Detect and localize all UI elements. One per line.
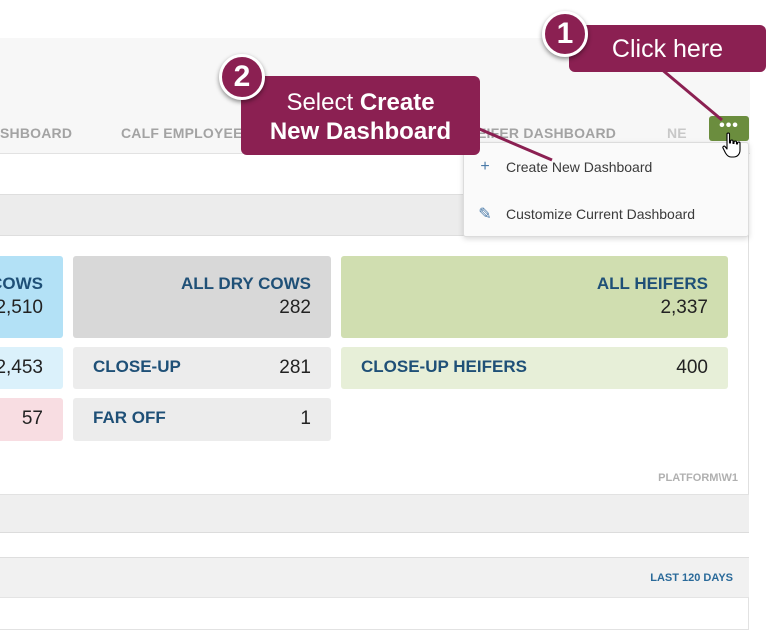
platform-label: PLATFORM\W1: [658, 472, 738, 484]
pencil-icon: ✎: [478, 206, 492, 223]
card-label: CLOSE-UP HEIFERS: [361, 357, 527, 376]
card-all-dry-cows[interactable]: ALL DRY COWS 282: [73, 256, 331, 338]
tab-dashboard[interactable]: SHBOARD: [0, 125, 73, 141]
callout-text: Click here: [611, 35, 724, 63]
callout-text: Select Create New Dashboard: [269, 89, 452, 145]
tab-heifer-dashboard[interactable]: EIFER DASHBOARD: [477, 125, 617, 141]
menu-item-label: Customize Current Dashboard: [506, 206, 696, 222]
hand-cursor-icon: [722, 132, 741, 158]
step-1-badge: 1: [542, 11, 588, 57]
tab-new[interactable]: NE: [667, 125, 687, 141]
menu-item-create-new-dashboard[interactable]: + Create New Dashboard: [478, 156, 652, 178]
card-value: 57: [21, 408, 43, 429]
plus-icon: +: [480, 158, 490, 175]
period-label[interactable]: LAST 120 DAYS: [650, 572, 733, 584]
menu-item-customize-current-dashboard[interactable]: ✎ Customize Current Dashboard: [478, 203, 695, 225]
panel-footer: [0, 494, 749, 533]
tab-calf-employees[interactable]: CALF EMPLOYEES: [121, 125, 253, 141]
card-close-up-heifers[interactable]: CLOSE-UP HEIFERS 400: [341, 347, 728, 389]
dashboard-options-menu: + Create New Dashboard ✎ Customize Curre…: [463, 142, 749, 237]
callout-select-create: Select Create New Dashboard: [241, 76, 480, 155]
card-cows-row3[interactable]: 57: [0, 398, 63, 441]
card-close-up[interactable]: CLOSE-UP 281: [73, 347, 331, 389]
card-value: 400: [676, 357, 708, 378]
ellipsis-icon: •••: [719, 117, 739, 134]
card-label: CLOSE-UP: [93, 357, 181, 376]
card-value: 281: [279, 357, 311, 378]
card-cows-row2[interactable]: 2,453: [0, 347, 63, 389]
card-value: 2,337: [660, 297, 708, 318]
menu-item-label: Create New Dashboard: [506, 159, 653, 175]
card-label: ALL HEIFERS: [596, 274, 708, 293]
card-value: 1: [300, 408, 311, 429]
card-far-off[interactable]: FAR OFF 1: [73, 398, 331, 441]
card-all-cows[interactable]: COWS 2,510: [0, 256, 63, 338]
card-value: 282: [279, 297, 311, 318]
card-label: ALL DRY COWS: [180, 274, 311, 293]
step-2-badge: 2: [219, 54, 265, 100]
card-value: 2,510: [0, 297, 43, 318]
activity-panel-header: [0, 557, 749, 598]
callout-click-here: Click here: [569, 25, 766, 72]
card-value: 2,453: [0, 357, 43, 378]
card-label: COWS: [0, 274, 43, 293]
card-label: FAR OFF: [93, 408, 166, 427]
card-all-heifers[interactable]: ALL HEIFERS 2,337: [341, 256, 728, 338]
